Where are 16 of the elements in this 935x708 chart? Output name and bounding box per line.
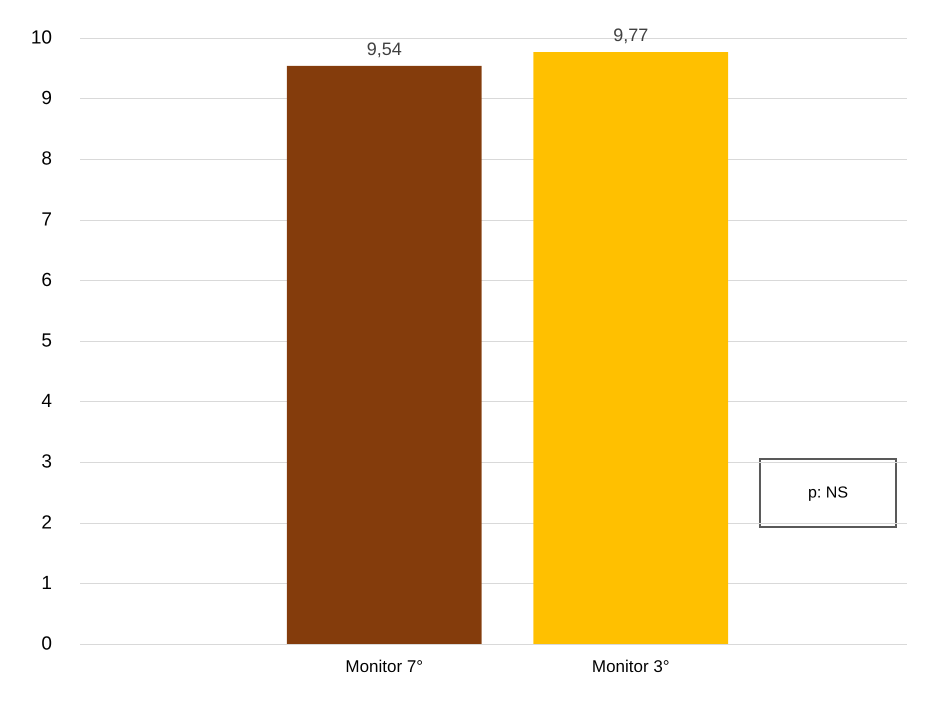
x-tick-label: Monitor 7° [345, 657, 424, 676]
x-tick-label: Monitor 3° [592, 657, 670, 676]
y-tick-label: 5 [41, 330, 52, 352]
data-label: 9,77 [613, 24, 648, 45]
data-label: 9,54 [366, 38, 402, 59]
annotation: p: NS [808, 484, 848, 502]
y-tick-label: 3 [41, 452, 52, 473]
y-tick-label: 4 [41, 391, 52, 412]
y-tick-label: 0 [41, 634, 52, 654]
y-tick-label: 10 [30, 28, 52, 48]
y-tick-label: 7 [41, 209, 52, 230]
y-tick-label: 8 [41, 148, 52, 170]
y-tick-label: 1 [41, 572, 52, 594]
y-tick-label: 2 [41, 512, 52, 534]
y-tick-label: 6 [41, 270, 52, 291]
y-tick-label: 9 [41, 88, 52, 110]
